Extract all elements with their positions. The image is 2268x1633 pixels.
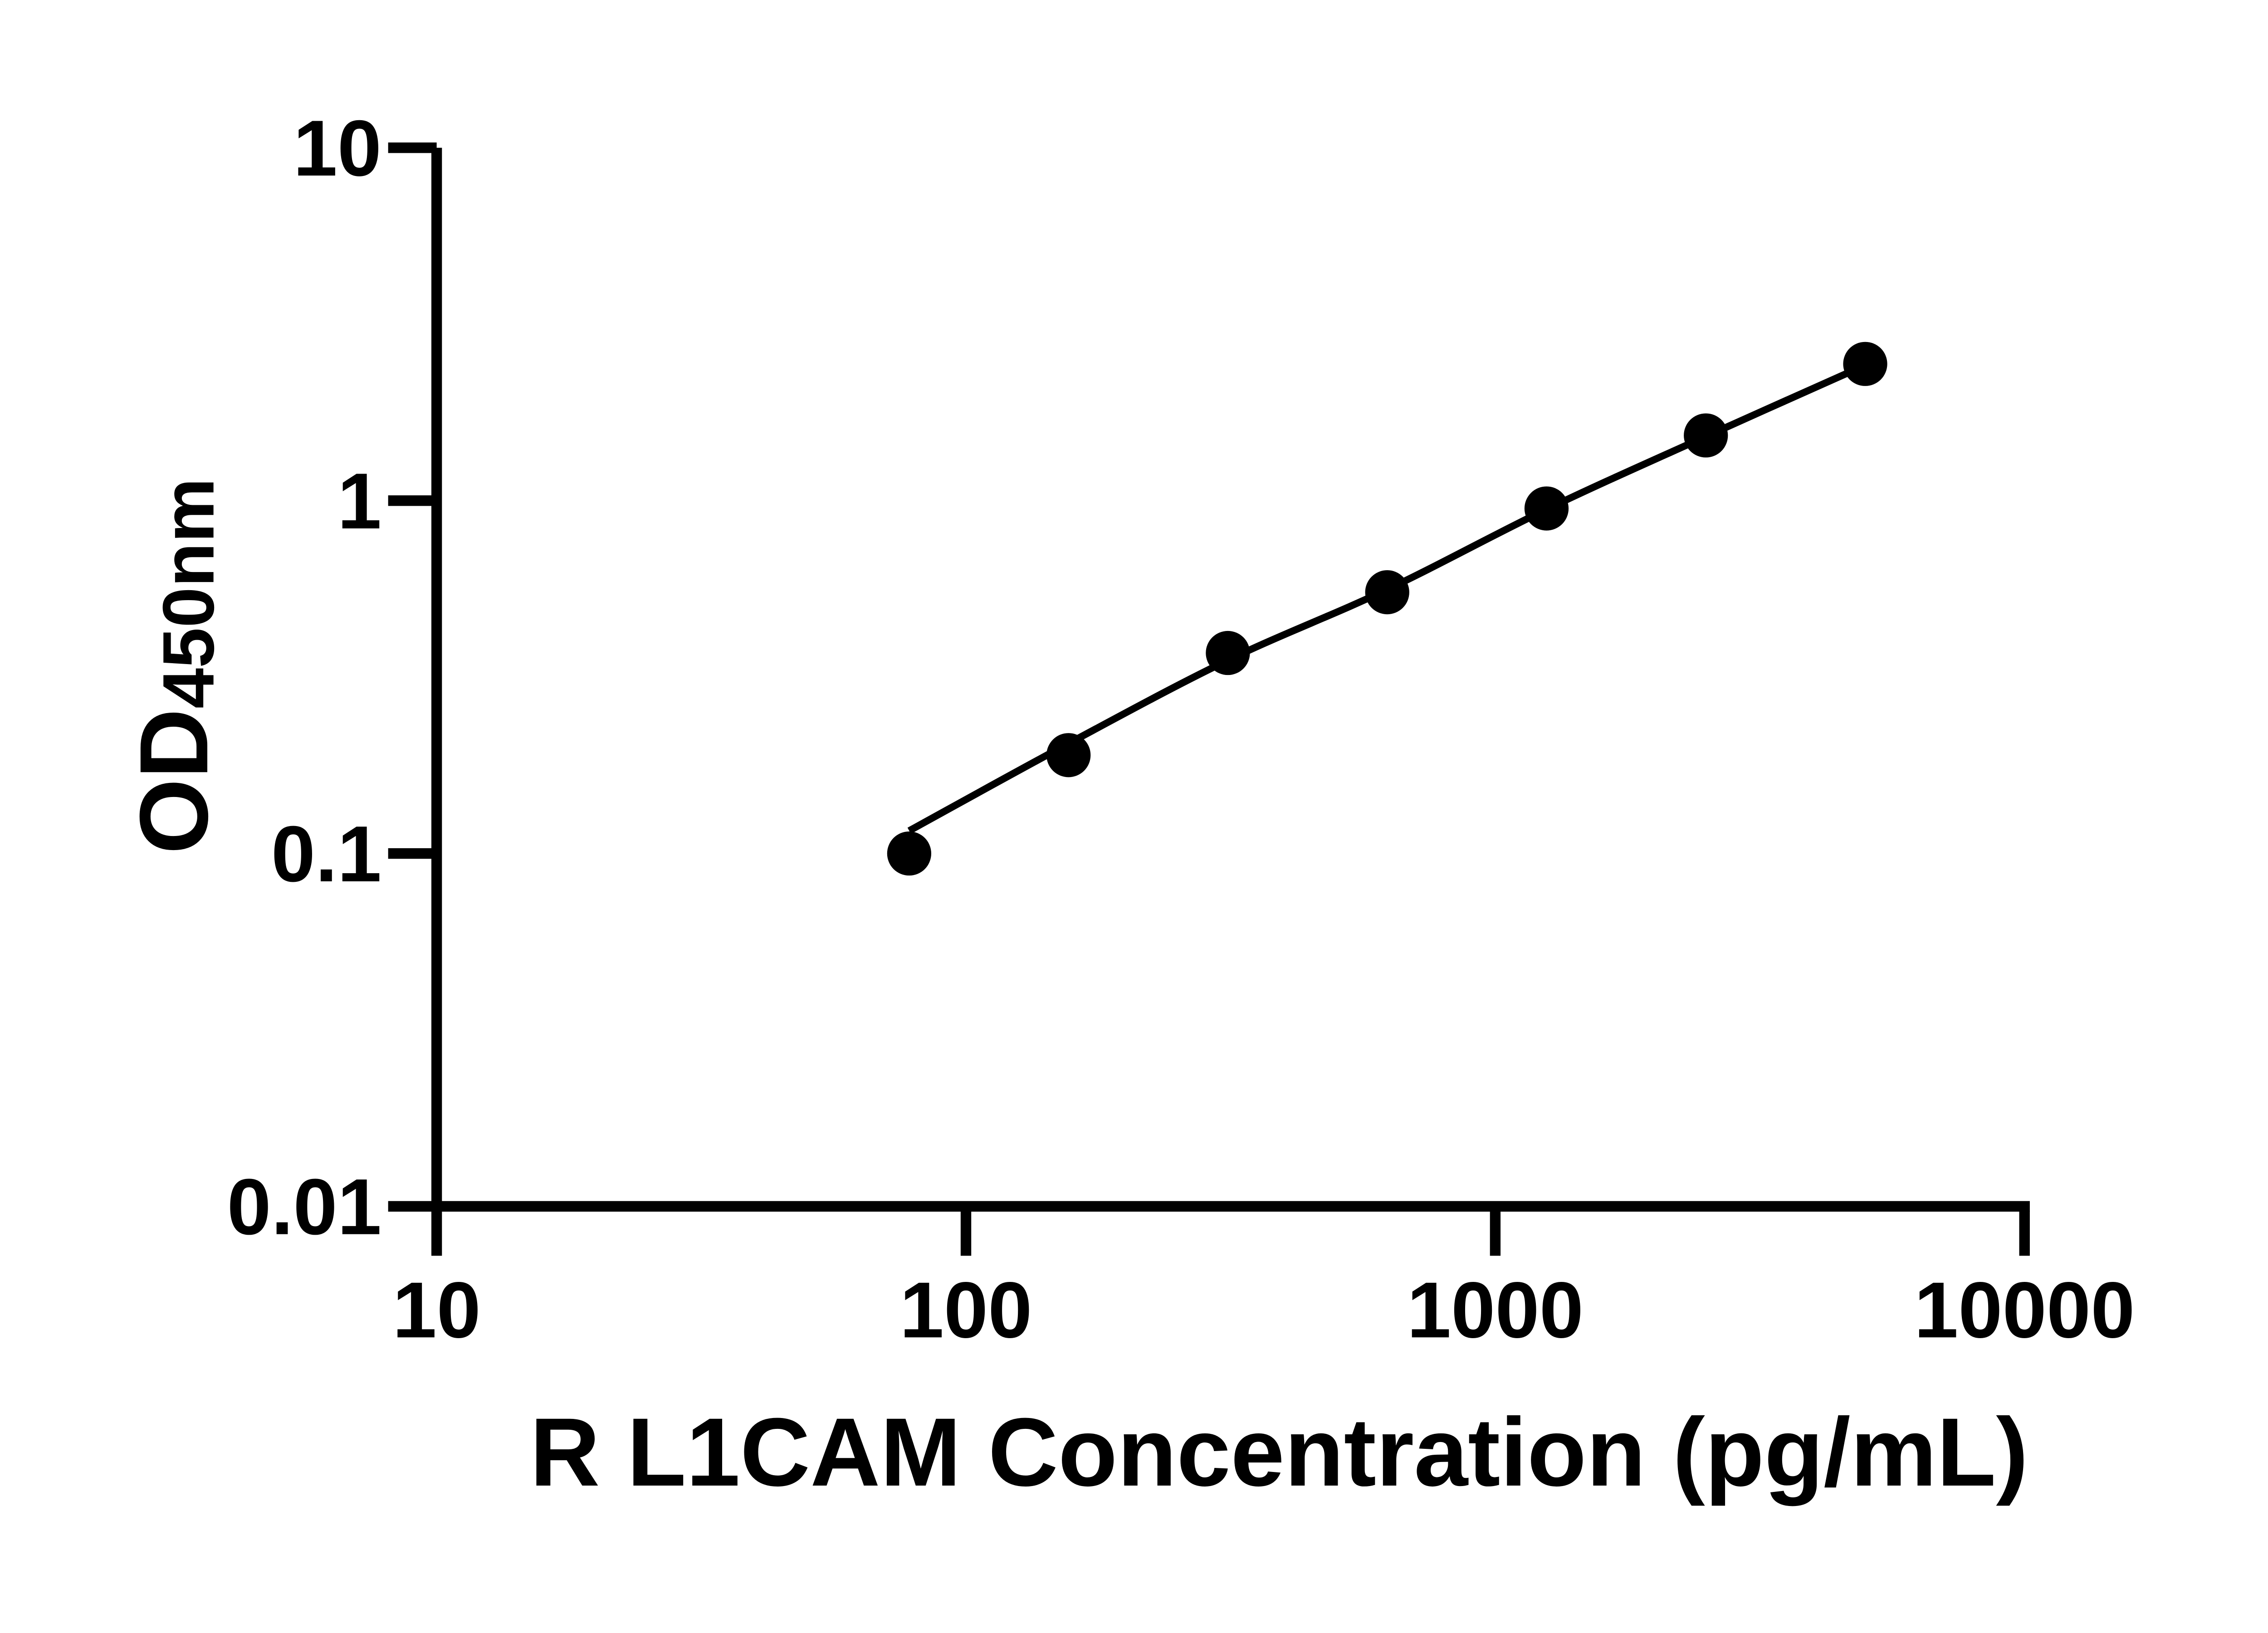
x-axis (431, 1201, 2030, 1256)
x-axis-title: R L1CAM Concentration (pg/mL) (530, 1398, 2028, 1506)
x-tick-label: 10 (392, 1266, 481, 1354)
y-axis-title: OD450nm (120, 478, 229, 854)
figure-container: 10 100 1000 10000 10 1 0.1 0.01 R L1CAM Concen… (120, 104, 2135, 1506)
data-point (1206, 631, 1250, 675)
y-tick-label: 0.01 (227, 1163, 381, 1252)
x-tick-label: 10000 (1914, 1266, 2135, 1354)
data-point (1684, 413, 1728, 458)
data-point (1524, 486, 1569, 531)
y-tick-labels: 10 1 0.1 0.01 (227, 104, 381, 1252)
y-axis (388, 142, 442, 1212)
y-tick-label: 1 (337, 457, 381, 546)
standard-curve-chart: 10 100 1000 10000 10 1 0.1 0.01 R L1CAM Concen… (120, 104, 2135, 1506)
data-points (887, 342, 1887, 876)
y-tick-label: 0.1 (271, 810, 381, 899)
data-point (1365, 570, 1409, 615)
y-axis-title-main: OD (120, 709, 228, 854)
data-point (887, 831, 931, 876)
x-tick-labels: 10 100 1000 10000 (392, 1266, 2135, 1354)
data-point (1843, 342, 1887, 386)
data-point (1046, 733, 1091, 777)
x-tick-label: 1000 (1407, 1266, 1584, 1354)
y-axis-title-subscript: 450nm (148, 478, 229, 709)
y-tick-label: 10 (293, 104, 381, 193)
x-tick-label: 100 (900, 1266, 1032, 1354)
